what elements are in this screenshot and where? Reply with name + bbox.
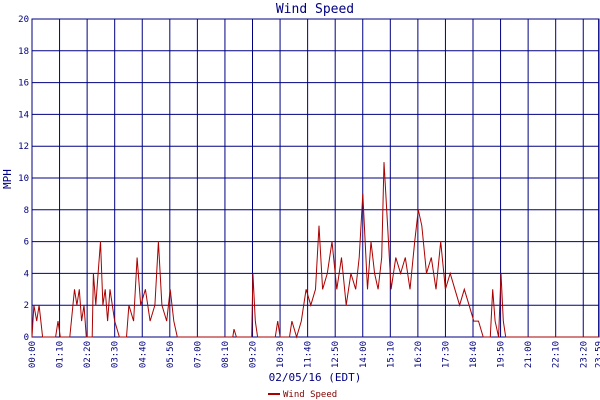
x-tick-label: 11:40: [304, 341, 314, 368]
x-tick-label: 05:50: [166, 341, 176, 368]
x-tick-label: 09:20: [249, 341, 259, 368]
x-tick-label: 00:00: [28, 341, 38, 368]
y-axis-ticks: 0 2 4 6 8 10 12 14 16 18 20: [18, 15, 29, 343]
y-tick-label: 14: [18, 110, 29, 120]
x-tick-label: 07:00: [193, 341, 203, 368]
x-tick-label: 17:30: [441, 341, 451, 368]
series-line-wind-speed: [31, 162, 599, 339]
x-axis-ticks: 00:00 01:10 02:20 03:30 04:40 05:50 07:00 08:10…: [28, 341, 600, 368]
y-tick-label: 4: [24, 269, 29, 279]
x-tick-label: 03:30: [111, 341, 121, 368]
y-axis-label: MPH: [1, 169, 14, 189]
y-tick-label: 20: [18, 15, 29, 25]
grid: [31, 18, 600, 338]
x-tick-label: 02:20: [83, 341, 93, 368]
x-tick-label: 14:00: [359, 341, 369, 368]
x-tick-label: 08:10: [221, 341, 231, 368]
x-tick-label: 19:50: [497, 341, 507, 368]
y-tick-label: 12: [18, 142, 29, 152]
legend: Wind Speed: [268, 390, 337, 400]
x-tick-label: 10:30: [276, 341, 286, 368]
x-axis-label: 02/05/16 (EDT): [269, 371, 362, 384]
chart-title: Wind Speed: [276, 2, 354, 17]
x-tick-label: 04:40: [138, 341, 148, 368]
x-tick-label: 23:20: [579, 341, 589, 368]
x-tick-label: 12:50: [331, 341, 341, 368]
x-tick-label: 21:00: [524, 341, 534, 368]
x-tick-label: 23:59: [595, 341, 600, 368]
series-layer: [31, 162, 599, 339]
y-tick-label: 6: [24, 238, 29, 248]
y-tick-label: 0: [24, 333, 29, 343]
y-tick-label: 16: [18, 79, 29, 89]
x-tick-label: 16:20: [414, 341, 424, 368]
y-tick-label: 10: [18, 174, 29, 184]
y-tick-label: 18: [18, 47, 29, 57]
x-tick-label: 15:10: [386, 341, 396, 368]
x-tick-label: 01:10: [56, 341, 66, 368]
x-tick-label: 22:10: [552, 341, 562, 368]
y-tick-label: 2: [24, 301, 29, 311]
y-tick-label: 8: [24, 206, 29, 216]
x-tick-label: 18:40: [469, 341, 479, 368]
legend-label: Wind Speed: [283, 390, 337, 400]
